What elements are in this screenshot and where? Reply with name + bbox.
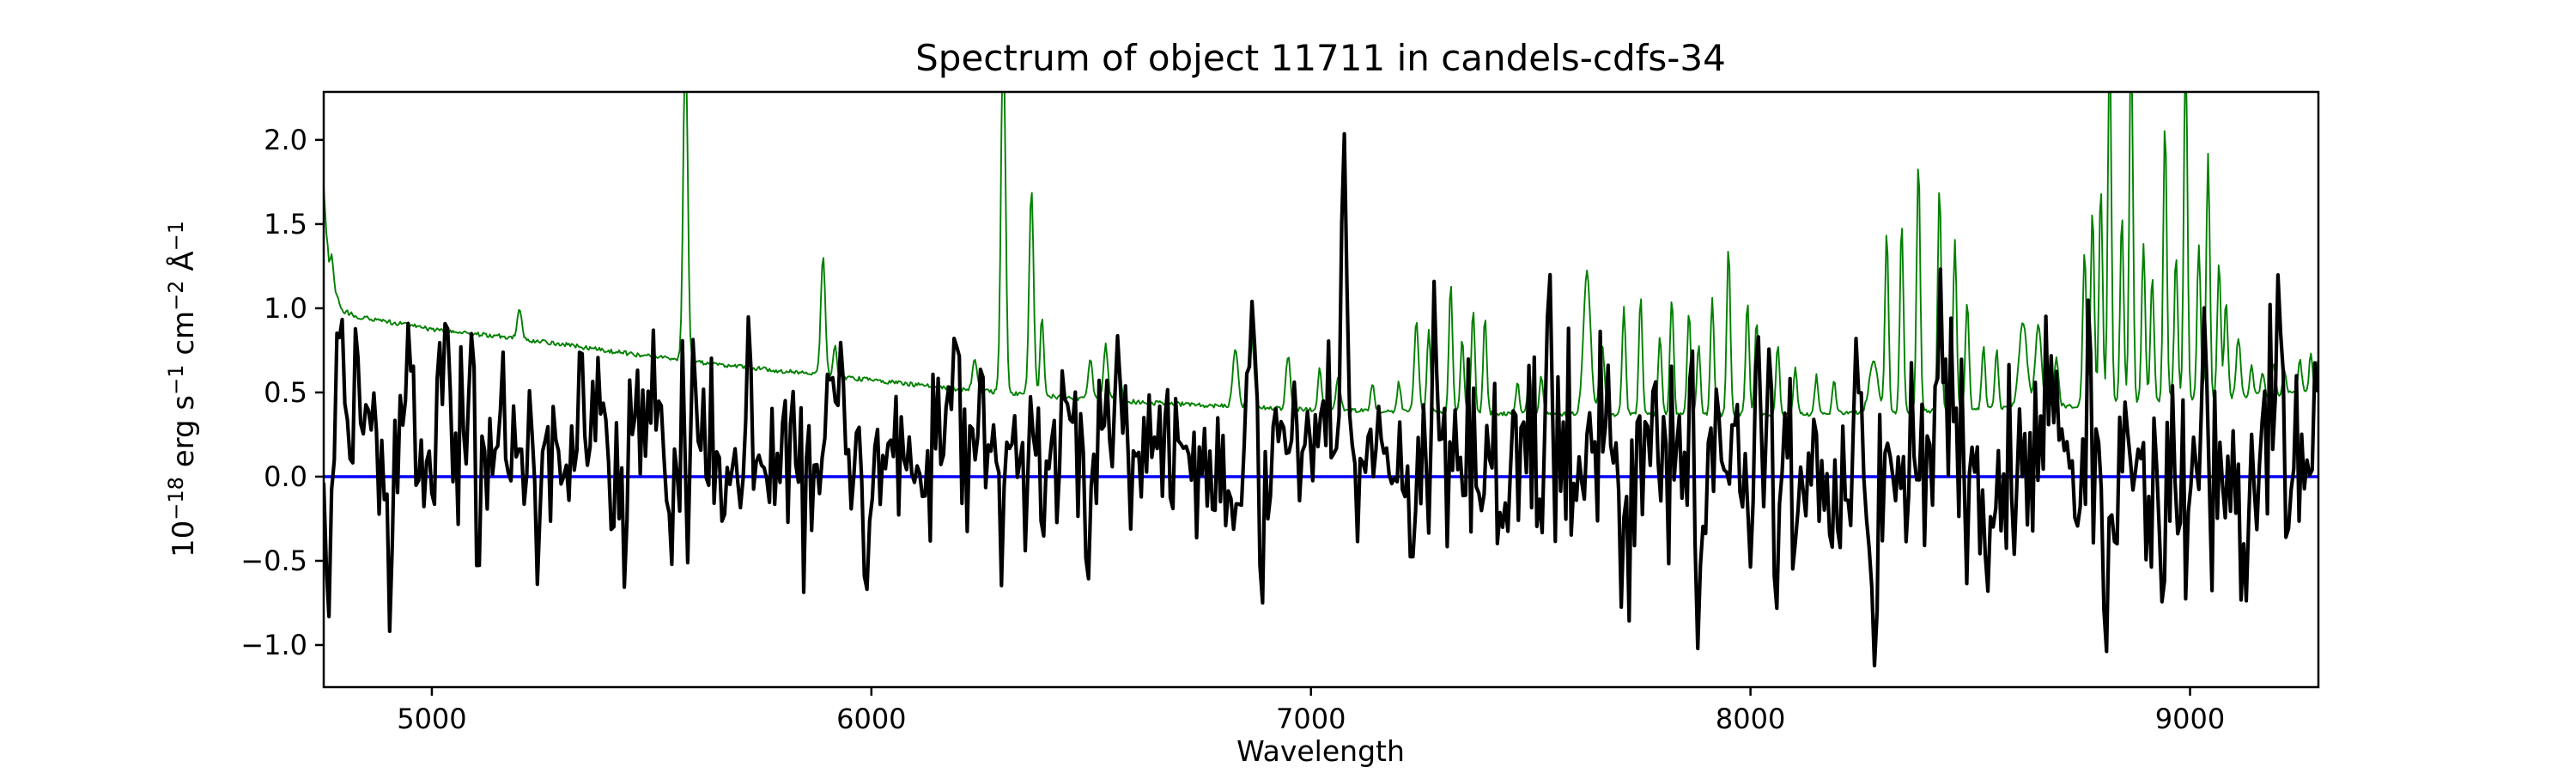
noise-spectrum-line [324,92,2318,417]
y-tick-label: 1.0 [264,292,307,325]
y-axis-label: 10−18 erg s−1 cm−2 Å−1 [164,221,201,557]
y-tick-label: 0.5 [264,376,307,409]
y-tick-label: −0.5 [240,545,307,577]
y-tick-label: 2.0 [264,124,307,156]
y-tick-label: 1.5 [264,208,307,240]
x-tick-label: 5000 [397,703,466,735]
y-tick-label: −1.0 [240,629,307,661]
chart-title: Spectrum of object 11711 in candels-cdfs… [915,37,1726,79]
y-axis-ticks: −1.0 −0.5 0.0 0.5 1.0 1.5 2.0 [240,124,324,661]
flux-spectrum-line [324,131,2318,668]
x-tick-label: 9000 [2155,703,2225,735]
x-axis-label: Wavelength [1236,734,1405,768]
y-tick-label: 0.0 [264,460,307,493]
plot-frame [322,90,2320,689]
x-tick-label: 8000 [1716,703,1785,735]
x-tick-label: 7000 [1276,703,1346,735]
x-tick-label: 6000 [836,703,906,735]
plot-data-area [324,92,2318,668]
x-axis-ticks: 5000 6000 7000 8000 9000 [397,687,2225,735]
